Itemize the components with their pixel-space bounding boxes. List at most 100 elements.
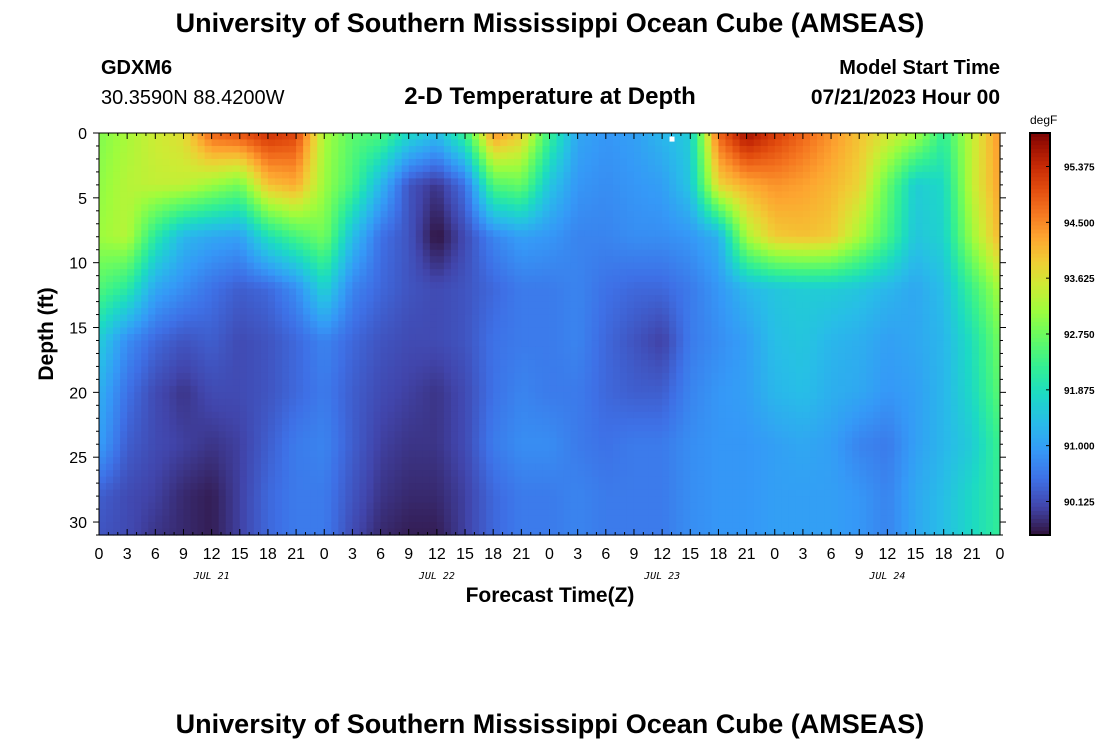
heatmap-cell — [683, 327, 691, 335]
heatmap-cell — [831, 165, 839, 173]
heatmap-cell — [521, 256, 529, 264]
heatmap-cell — [521, 243, 529, 251]
heatmap-cell — [655, 256, 663, 264]
heatmap-cell — [106, 366, 114, 374]
heatmap-cell — [99, 243, 107, 251]
heatmap-cell — [648, 372, 656, 380]
heatmap-cell — [408, 223, 417, 231]
heatmap-cell — [155, 139, 163, 147]
heatmap-cell — [542, 372, 551, 380]
heatmap-cell — [401, 301, 410, 309]
heatmap-cell — [943, 204, 952, 212]
heatmap-cell — [134, 321, 142, 329]
heatmap-cell — [824, 353, 832, 361]
heatmap-cell — [310, 256, 318, 264]
heatmap-cell — [901, 275, 910, 283]
heatmap-cell — [845, 158, 853, 167]
heatmap-cell — [577, 236, 586, 244]
heatmap-cell — [978, 197, 987, 205]
heatmap-cell — [457, 372, 466, 380]
heatmap-cell — [310, 353, 318, 361]
heatmap-cell — [296, 340, 304, 348]
heatmap-cell — [155, 217, 163, 225]
heatmap-cell — [802, 334, 811, 342]
heatmap-cell — [816, 243, 825, 251]
heatmap-cell — [408, 262, 417, 270]
heatmap-cell — [232, 288, 241, 296]
heatmap-cell — [556, 301, 565, 309]
heatmap-cell — [289, 230, 297, 238]
heatmap-cell — [493, 249, 501, 257]
heatmap-cell — [563, 262, 572, 270]
heatmap-cell — [605, 236, 614, 244]
heatmap-cell — [134, 262, 142, 270]
heatmap-cell — [985, 145, 994, 154]
heatmap-cell — [894, 145, 903, 154]
heatmap-cell — [394, 308, 403, 316]
heatmap-cell — [690, 359, 698, 368]
heatmap-cell — [662, 133, 670, 141]
heatmap-cell — [472, 282, 480, 290]
heatmap-cell — [570, 152, 579, 160]
heatmap-cell — [943, 262, 952, 270]
heatmap-cell — [992, 327, 1001, 335]
heatmap-cell — [683, 301, 691, 309]
heatmap-cell — [521, 262, 529, 270]
heatmap-cell — [394, 184, 403, 192]
heatmap-cell — [162, 359, 170, 368]
heatmap-cell — [289, 217, 297, 225]
heatmap-cell — [922, 204, 931, 212]
heatmap-cell — [838, 295, 846, 303]
heatmap-cell — [120, 178, 128, 186]
heatmap-cell — [908, 269, 917, 277]
heatmap-cell — [746, 327, 755, 335]
heatmap-cell — [795, 165, 804, 173]
heatmap-cell — [549, 249, 558, 257]
heatmap-cell — [549, 197, 558, 205]
heatmap-cell — [169, 210, 178, 218]
heatmap-cell — [528, 366, 537, 374]
heatmap-cell — [802, 197, 811, 205]
heatmap-cell — [521, 178, 529, 186]
heatmap-cell — [648, 171, 656, 179]
heatmap-cell — [746, 223, 755, 231]
heatmap-cell — [521, 152, 529, 160]
heatmap-cell — [366, 236, 375, 244]
heatmap-cell — [366, 301, 375, 309]
heatmap-cell — [922, 346, 931, 355]
heatmap-cell — [436, 230, 445, 238]
heatmap-cell — [964, 334, 973, 342]
heatmap-cell — [465, 340, 473, 348]
heatmap-cell — [922, 269, 931, 277]
heatmap-cell — [669, 256, 677, 264]
heatmap-cell — [338, 165, 346, 173]
heatmap-cell — [978, 223, 987, 231]
heatmap-cell — [436, 178, 445, 186]
heatmap-cell — [598, 295, 607, 303]
heatmap-cell — [465, 372, 473, 380]
heatmap-cell — [296, 139, 304, 147]
heatmap-cell — [950, 301, 959, 309]
heatmap-cell — [633, 197, 642, 205]
heatmap-cell — [795, 139, 804, 147]
heatmap-cell — [718, 295, 727, 303]
heatmap-cell — [415, 249, 424, 257]
heatmap-cell — [387, 379, 396, 387]
heatmap-cell — [598, 379, 607, 387]
heatmap-cell — [331, 346, 339, 355]
heatmap-cell — [443, 210, 452, 218]
heatmap-cell — [753, 340, 762, 348]
heatmap-cell — [626, 353, 635, 361]
heatmap-cell — [113, 340, 121, 348]
heatmap-cell — [415, 359, 424, 368]
heatmap-cell — [211, 262, 220, 270]
heatmap-cell — [943, 353, 952, 361]
heatmap-cell — [711, 197, 720, 205]
heatmap-cell — [127, 243, 135, 251]
heatmap-cell — [260, 275, 269, 283]
heatmap-cell — [619, 171, 628, 179]
heatmap-cell — [612, 256, 621, 264]
heatmap-cell — [380, 243, 389, 251]
heatmap-cell — [873, 334, 881, 342]
heatmap-cell — [246, 334, 255, 342]
